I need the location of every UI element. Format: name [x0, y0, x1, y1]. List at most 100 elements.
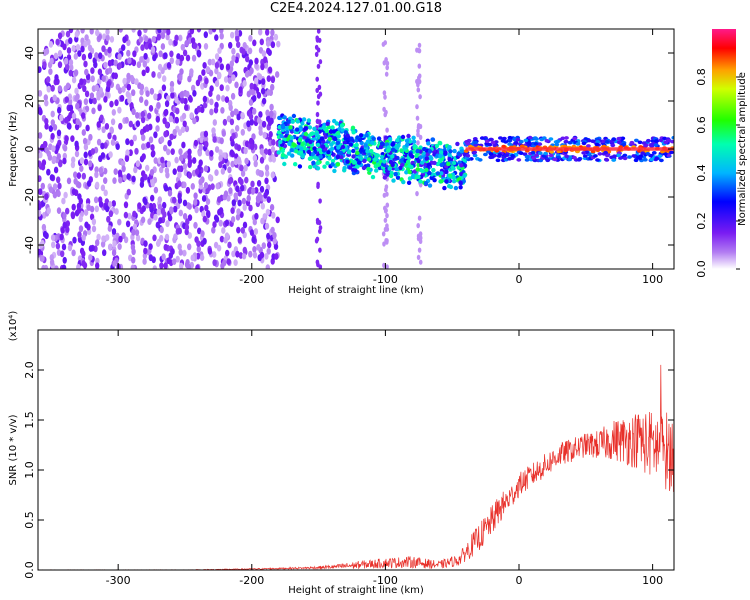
- spectrogram-cell: [126, 39, 131, 47]
- spectrogram-cell: [249, 229, 255, 237]
- spectrogram-cell: [82, 137, 88, 145]
- spectrogram-cell: [190, 37, 196, 44]
- spectrogram-cell: [123, 236, 129, 244]
- spectrogram-cell: [384, 71, 389, 77]
- spectrogram-cell: [416, 233, 421, 239]
- spectrogram-cell: [351, 130, 356, 135]
- spectrogram-cell: [71, 112, 77, 120]
- spectrogram-cell: [259, 251, 265, 259]
- spectrogram-cell: [297, 138, 303, 143]
- spectrogram-cell: [488, 137, 494, 142]
- y-tick-label: 20: [23, 94, 36, 108]
- spectrogram-cell: [172, 258, 177, 265]
- spectrogram-cell: [184, 125, 190, 133]
- spectrogram-cell: [56, 190, 61, 198]
- spectrogram-cell: [50, 84, 55, 92]
- spectrogram-cell: [452, 148, 457, 154]
- spectrogram-cell: [251, 236, 256, 244]
- spectrogram-cell: [310, 131, 315, 136]
- spectrogram-cell: [160, 156, 165, 164]
- y-tick-label: 2.0: [23, 361, 36, 379]
- spectrogram-cell: [205, 187, 210, 195]
- spectrogram-cell: [158, 217, 163, 224]
- spectrogram-cell: [197, 74, 203, 82]
- spectrogram-cell: [343, 130, 349, 135]
- spectrogram-cell: [101, 126, 106, 134]
- spectrogram-cell: [145, 66, 150, 74]
- spectrogram-cell: [126, 72, 131, 80]
- spectrogram-cell: [241, 252, 247, 260]
- spectrogram-cell: [348, 165, 353, 170]
- spectrogram-cell: [65, 207, 70, 215]
- spectrogram-cell: [144, 35, 149, 43]
- spectrogram-cell: [261, 50, 267, 57]
- spectrogram-cell: [527, 135, 533, 140]
- spectrogram-cell: [335, 162, 341, 167]
- x-tick-label: 100: [642, 273, 663, 286]
- spectrogram-cell: [267, 148, 272, 156]
- spectrogram-cell: [266, 89, 271, 96]
- spectrogram-cell: [439, 171, 444, 176]
- spectrogram-cell: [291, 142, 296, 147]
- spectrogram-cell: [68, 111, 73, 119]
- spectrogram-cell: [114, 99, 119, 107]
- spectrogram-cell: [42, 140, 48, 148]
- spectrogram-cell: [415, 104, 419, 110]
- spectrogram-cell: [246, 90, 251, 98]
- spectrogram-cell: [71, 156, 76, 164]
- spectrogram-cell: [122, 36, 127, 44]
- spectrogram-cell: [256, 180, 262, 187]
- spectrogram-cell: [404, 138, 410, 143]
- spectrogram-cell: [418, 179, 423, 184]
- spectrogram-cell: [66, 47, 72, 54]
- spectrogram-cell: [319, 136, 325, 141]
- spectrogram-cell: [244, 157, 249, 165]
- spectrogram-cell: [616, 140, 622, 145]
- spectrogram-cell: [342, 165, 347, 171]
- spectrogram-cell: [310, 152, 316, 157]
- spectrogram-cell: [141, 205, 146, 213]
- spectrogram-cell: [382, 192, 387, 198]
- spectrogram-cell: [618, 156, 623, 160]
- spectrogram-cell: [240, 170, 246, 177]
- spectrogram-cell: [407, 169, 412, 175]
- spectrogram-cell: [209, 108, 214, 116]
- spectrogram-cell: [52, 183, 58, 191]
- spectrogram-cell: [234, 29, 240, 37]
- spectrogram-cell: [257, 73, 263, 81]
- spectrogram-cell: [555, 139, 561, 144]
- spectrogram-cell: [189, 29, 195, 35]
- spectrogram-cell: [284, 130, 290, 135]
- spectrogram-cell: [270, 171, 275, 179]
- spectrogram-cell: [68, 37, 73, 45]
- spectrogram-cell: [442, 185, 447, 191]
- spectrogram-cell: [541, 136, 547, 140]
- spectrogram-cell: [74, 140, 79, 148]
- spectrogram-cell: [121, 44, 126, 51]
- colorbar-tick-label: 0.6: [695, 116, 708, 134]
- spectrogram-cell: [80, 45, 85, 53]
- spectrogram-cell: [645, 152, 651, 156]
- spectrogram-cell: [362, 158, 367, 164]
- spectrogram-cell: [507, 138, 513, 143]
- spectrogram-cell: [178, 74, 183, 82]
- spectrogram-cell: [235, 124, 240, 132]
- spectrogram-cell: [49, 174, 55, 181]
- spectrogram-cell: [182, 163, 188, 170]
- spectrogram-cell: [208, 29, 213, 35]
- spectrogram-cell: [432, 160, 437, 166]
- spectrogram-cell: [117, 169, 123, 177]
- x-tick-label: -200: [239, 574, 264, 587]
- spectrogram-cell: [182, 181, 187, 189]
- spectrogram-cell: [75, 118, 81, 126]
- spectrogram-cell: [79, 157, 85, 165]
- spectrogram-cell: [38, 132, 43, 139]
- spectrogram-cell: [149, 169, 155, 176]
- spectrogram-cell: [164, 100, 170, 108]
- spectrogram-cell: [60, 227, 65, 234]
- spectrogram-cell: [507, 157, 512, 161]
- spectrogram-cell: [161, 253, 166, 261]
- colorbar-tick-label: 0.4: [695, 164, 708, 182]
- spectrogram-cell: [307, 156, 313, 161]
- spectrogram-cell: [149, 87, 155, 95]
